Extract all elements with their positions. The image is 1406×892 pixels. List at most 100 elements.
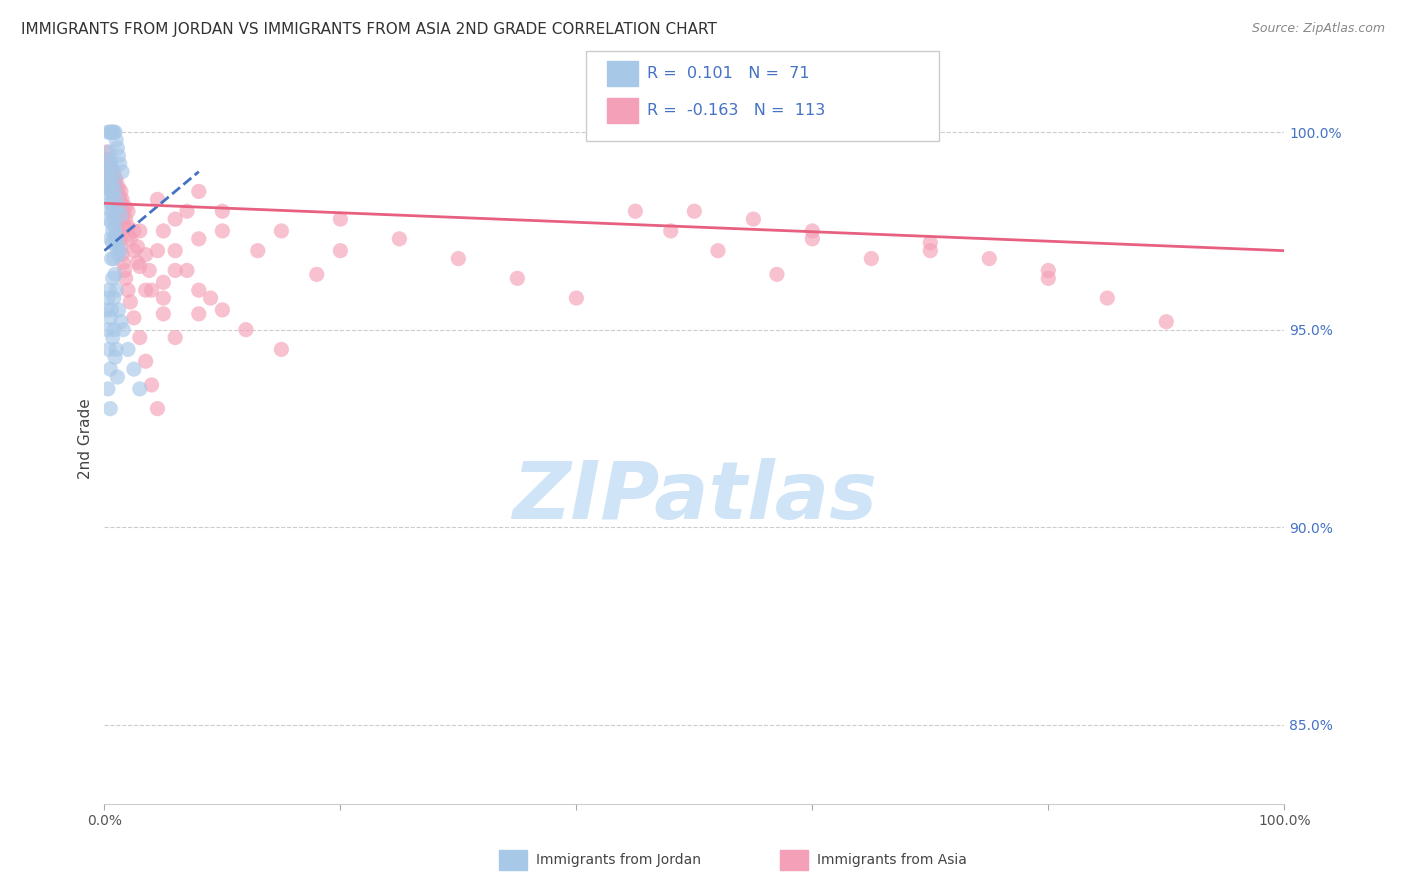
Point <box>98 180 121 194</box>
Point <box>100 125 122 139</box>
Point <box>100 164 122 178</box>
Point <box>117 204 139 219</box>
Point <box>97 323 120 337</box>
Point <box>103 172 125 186</box>
Point <box>152 307 174 321</box>
Point <box>107 188 129 202</box>
Point <box>104 188 127 202</box>
Point <box>112 323 135 337</box>
Point <box>98 362 121 376</box>
Point <box>107 302 129 317</box>
Point <box>97 172 120 186</box>
Point <box>98 161 121 175</box>
Point <box>117 227 139 242</box>
Point <box>98 157 121 171</box>
Point <box>211 302 233 317</box>
Point <box>105 196 128 211</box>
Point <box>98 188 121 202</box>
Point <box>104 268 127 282</box>
Point <box>111 247 134 261</box>
Point <box>110 240 132 254</box>
Point <box>105 172 128 186</box>
Point <box>101 330 124 344</box>
Point <box>235 323 257 337</box>
Point <box>104 200 127 214</box>
Point <box>98 232 121 246</box>
Point <box>98 164 121 178</box>
Point <box>270 343 292 357</box>
Point <box>101 180 124 194</box>
Point <box>200 291 222 305</box>
Text: ZIPatlas: ZIPatlas <box>512 458 877 536</box>
Point <box>105 208 128 222</box>
Point <box>506 271 529 285</box>
Point <box>187 283 209 297</box>
Point <box>128 382 150 396</box>
Point <box>97 153 120 167</box>
Point <box>98 177 121 191</box>
Point <box>122 362 145 376</box>
Point <box>141 283 163 297</box>
Point <box>146 192 169 206</box>
Point <box>97 153 120 167</box>
Point <box>128 224 150 238</box>
Point <box>246 244 269 258</box>
Point <box>127 255 149 269</box>
Point <box>707 244 730 258</box>
Point <box>135 283 157 297</box>
Text: Source: ZipAtlas.com: Source: ZipAtlas.com <box>1251 22 1385 36</box>
Point <box>211 224 233 238</box>
Point <box>103 125 125 139</box>
Point <box>624 204 647 219</box>
Point <box>122 244 145 258</box>
Point <box>107 180 129 194</box>
Point <box>920 244 942 258</box>
Point <box>860 252 883 266</box>
Point <box>110 208 132 222</box>
Point <box>114 271 136 285</box>
Point <box>117 343 139 357</box>
Point <box>120 232 142 246</box>
Point <box>111 164 134 178</box>
Point <box>165 212 187 227</box>
Point <box>187 232 209 246</box>
Point <box>117 219 139 234</box>
Point <box>108 157 131 171</box>
Point <box>103 291 125 305</box>
Point <box>108 244 131 258</box>
Point <box>1038 271 1060 285</box>
Point <box>98 212 121 227</box>
Point <box>187 307 209 321</box>
Point <box>98 185 121 199</box>
Point <box>104 125 127 139</box>
Point <box>110 185 132 199</box>
Point <box>114 200 136 214</box>
Point <box>103 164 125 178</box>
Point <box>98 169 121 183</box>
Point <box>152 291 174 305</box>
Point <box>97 382 120 396</box>
Point <box>98 161 121 175</box>
Point <box>1038 263 1060 277</box>
Point <box>105 343 128 357</box>
Point <box>111 192 134 206</box>
Point <box>110 315 132 329</box>
Point <box>329 212 352 227</box>
Point <box>305 268 328 282</box>
Point <box>97 164 120 178</box>
Point <box>103 323 125 337</box>
Point <box>110 196 132 211</box>
Point <box>100 302 122 317</box>
Point <box>96 302 118 317</box>
Point <box>108 232 131 246</box>
Point <box>112 255 135 269</box>
Text: R =  -0.163   N =  113: R = -0.163 N = 113 <box>647 103 825 118</box>
Point <box>122 310 145 325</box>
Point <box>111 212 134 227</box>
Point <box>101 177 124 191</box>
Point <box>105 185 128 199</box>
Point <box>98 172 121 186</box>
Point <box>103 212 125 227</box>
Point <box>105 235 128 250</box>
Point <box>98 283 121 297</box>
